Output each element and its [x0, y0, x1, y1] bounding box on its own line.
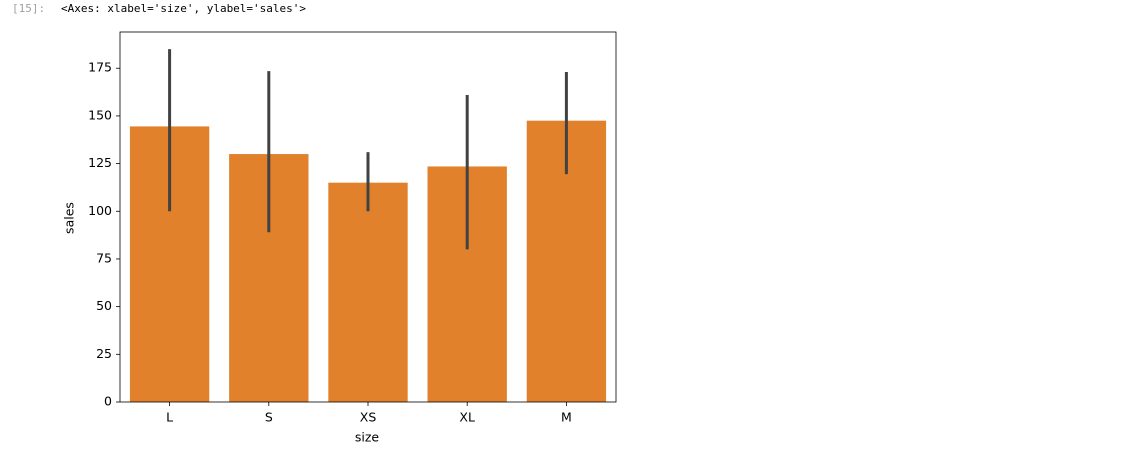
y-tick-label: 125 — [88, 155, 112, 170]
bar — [328, 182, 408, 402]
x-axis-label: size — [355, 430, 380, 445]
y-tick-label: 75 — [96, 250, 112, 265]
y-tick-label: 50 — [96, 298, 112, 313]
plot-frame — [119, 31, 617, 403]
x-tick-label: L — [166, 410, 173, 425]
x-tick-label: XL — [459, 410, 475, 425]
y-axis-label: sales — [62, 202, 77, 234]
cell-output-text: <Axes: xlabel='size', ylabel='sales'> — [61, 2, 306, 15]
y-tick-label: 0 — [104, 394, 112, 409]
x-tick-label: M — [561, 410, 572, 425]
cell-prompt: [15]: — [12, 2, 45, 15]
y-tick-label: 100 — [88, 203, 112, 218]
y-tick-label: 150 — [88, 107, 112, 122]
x-tick-label: S — [265, 410, 273, 425]
y-tick-label: 175 — [88, 60, 112, 75]
y-tick-label: 25 — [96, 346, 112, 361]
x-tick-label: XS — [360, 410, 377, 425]
